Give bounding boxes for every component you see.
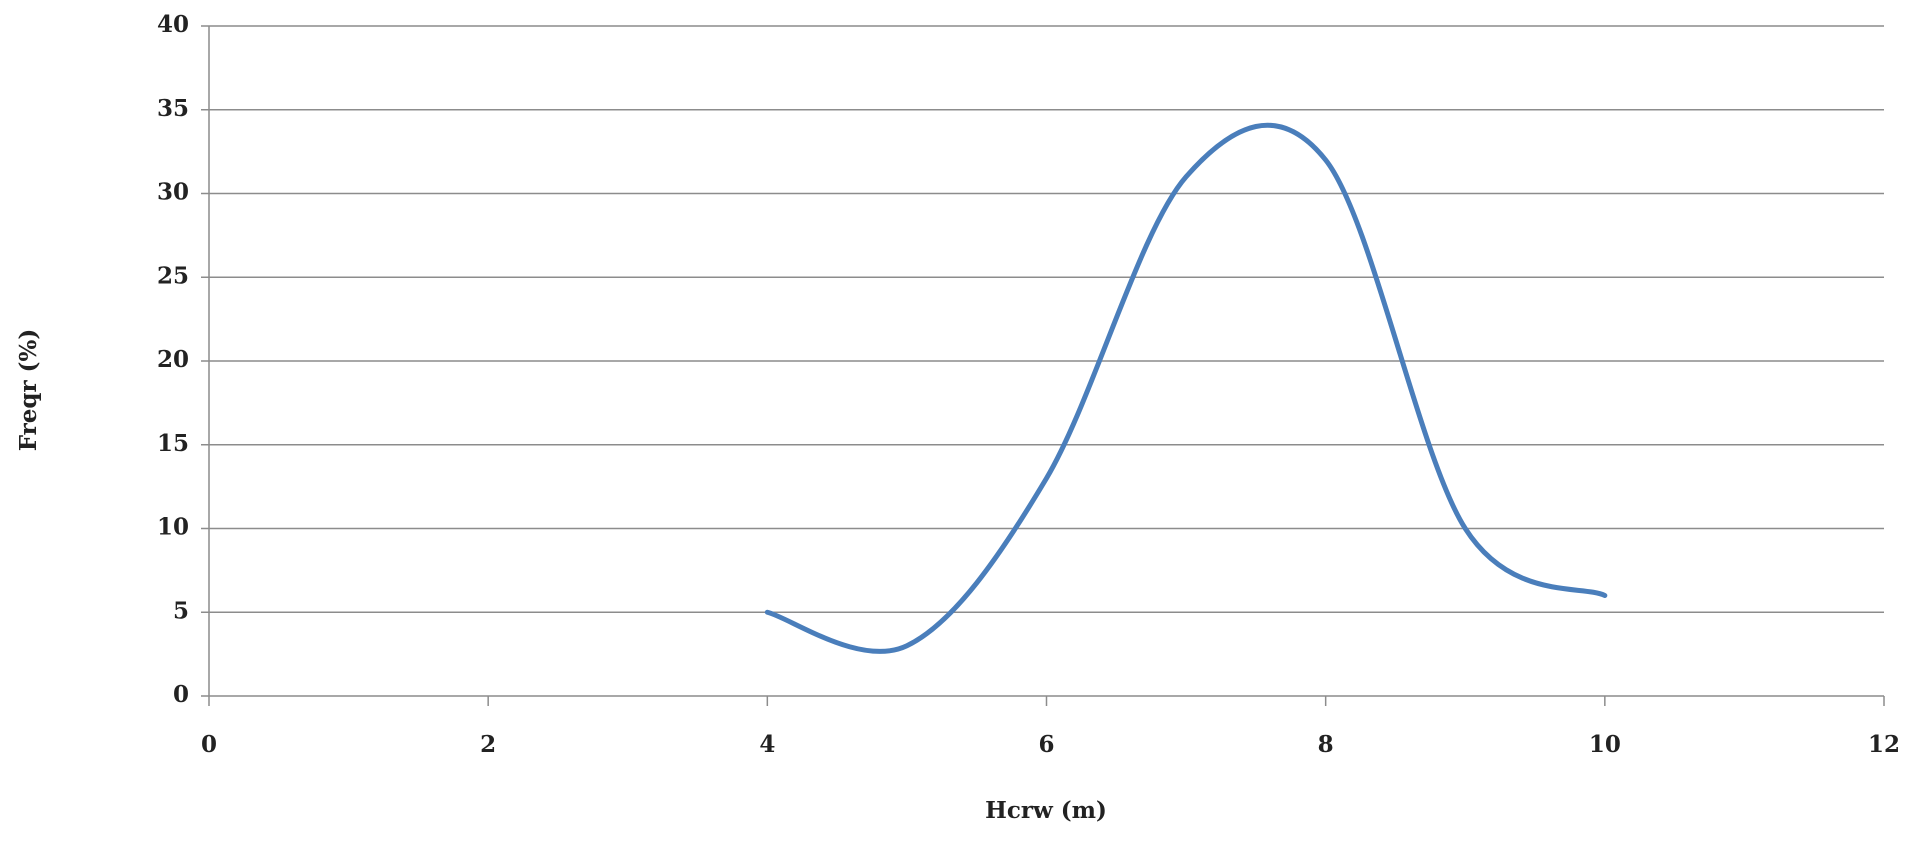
- x-axis-title: Hcrw (m): [985, 797, 1107, 824]
- y-tick-label: 10: [157, 514, 189, 541]
- y-tick-label: 40: [157, 11, 189, 38]
- y-tick-label: 5: [173, 597, 189, 624]
- y-tick-label: 30: [157, 179, 189, 206]
- y-tick-label: 35: [157, 95, 189, 122]
- x-tick-label: 2: [480, 731, 496, 758]
- y-tick-label: 25: [157, 262, 189, 289]
- x-tick-label: 0: [201, 731, 217, 758]
- y-tick-label: 20: [157, 346, 189, 373]
- x-tick-label: 12: [1868, 731, 1900, 758]
- x-tick-label: 8: [1318, 731, 1334, 758]
- x-tick-label: 10: [1589, 731, 1621, 758]
- data-line: [764, 122, 1608, 654]
- y-tick-label: 0: [173, 681, 189, 708]
- x-tick-label: 4: [759, 731, 775, 758]
- y-tick-label: 15: [157, 430, 189, 457]
- x-tick-label: 6: [1038, 731, 1054, 758]
- y-axis-title: Freqr (%): [15, 329, 42, 452]
